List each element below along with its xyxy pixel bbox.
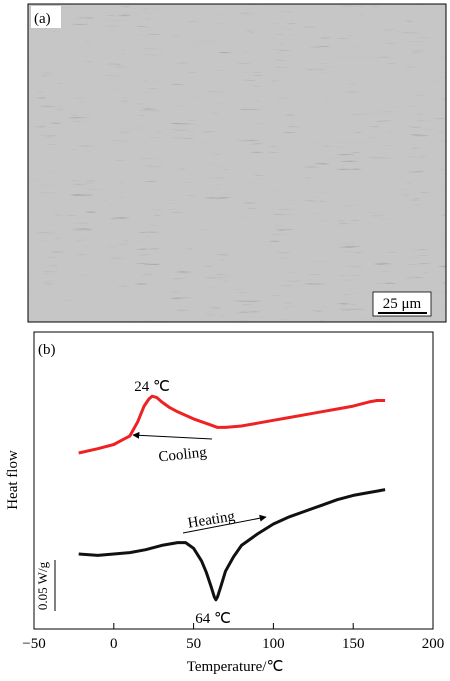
plot-frame (33, 331, 434, 630)
cooling-arrow (132, 431, 213, 440)
y-axis-label: Heat flow (5, 450, 21, 510)
cooling-label: Cooling (158, 444, 208, 465)
heating-arrow (182, 514, 267, 534)
micrograph-border (27, 3, 447, 323)
panel-a-label: (a) (34, 11, 51, 27)
cooling-curve (78, 394, 386, 455)
heating-label: Heating (187, 508, 237, 531)
scale-bar-label: 25 μm (383, 296, 422, 312)
panel-b-label: (b) (38, 342, 56, 358)
x-tick-label: 100 (262, 636, 285, 652)
series-layer (78, 394, 386, 602)
cooling-peak-label: 24 ℃ (134, 379, 170, 395)
x-tick-label: −50 (22, 636, 45, 652)
x-tick-label: 200 (422, 636, 445, 652)
heating-curve (78, 488, 386, 602)
dsc-chart: (b) −50 0 50 100 150 200 Temperature/℃ Heat f… (5, 331, 444, 675)
heat-flow-scale-label: 0.05 W/g (35, 561, 50, 610)
x-axis: −50 0 50 100 150 200 (22, 623, 444, 652)
x-axis-label: Temperature/℃ (187, 659, 284, 675)
micrograph-panel: (a) 25 μm (27, 3, 447, 323)
panel-a-label-bg (31, 6, 61, 28)
x-tick-label: 50 (186, 636, 201, 652)
x-tick-label: 150 (342, 636, 365, 652)
micrograph-streaks (28, 4, 446, 322)
x-tick-label: 0 (110, 636, 118, 652)
heating-peak-label: 64 ℃ (195, 611, 231, 627)
